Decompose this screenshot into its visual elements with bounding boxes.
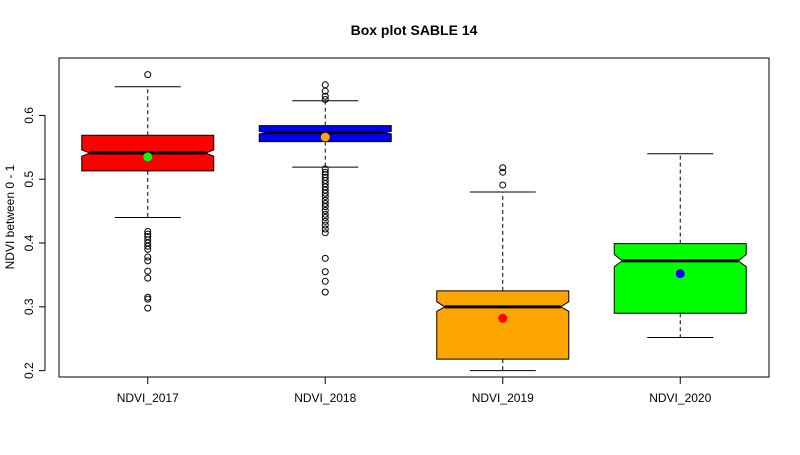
outlier-point xyxy=(321,81,329,89)
x-tick-label: NDVI_2020 xyxy=(649,391,711,405)
outlier-point xyxy=(144,304,152,312)
outlier-point xyxy=(321,168,329,176)
outlier-point xyxy=(321,268,329,276)
outlier-point xyxy=(321,199,329,207)
box-NDVI_2017: NDVI_2017 xyxy=(81,71,215,405)
chart-title: Box plot SABLE 14 xyxy=(351,22,478,38)
outlier-point xyxy=(321,203,329,211)
outlier-point xyxy=(321,206,329,214)
plot-marks: 0.2 0.3 0.4 0.5 0.6 NDVI_2017 NDVI_2018 NDVI_20… xyxy=(22,71,747,405)
outlier-point xyxy=(144,257,152,265)
x-tick-label: NDVI_2019 xyxy=(472,391,534,405)
outlier-point xyxy=(321,192,329,200)
outlier-point xyxy=(321,95,329,103)
outlier-point xyxy=(321,210,329,218)
y-tick-label: 0.5 xyxy=(22,171,36,188)
y-tick-label: 0.4 xyxy=(22,234,36,251)
outlier-point xyxy=(321,277,329,285)
outlier-point xyxy=(499,164,507,172)
outlier-point xyxy=(144,267,152,275)
outlier-point xyxy=(321,189,329,197)
outlier-point xyxy=(321,254,329,262)
outlier-point xyxy=(144,253,152,261)
outlier-point xyxy=(321,92,329,100)
box-body xyxy=(436,290,570,360)
mean-point xyxy=(320,132,330,142)
outlier-point xyxy=(321,229,329,237)
mean-point xyxy=(675,269,685,279)
x-tick-label: NDVI_2017 xyxy=(117,391,179,405)
outlier-point xyxy=(321,217,329,225)
outlier-point xyxy=(144,295,152,303)
outlier-point xyxy=(321,87,329,95)
outlier-point xyxy=(321,214,329,221)
box-NDVI_2020: NDVI_2020 xyxy=(613,153,747,405)
mean-point xyxy=(143,152,153,162)
y-axis-label: NDVI between 0 - 1 xyxy=(3,164,17,269)
mean-point xyxy=(498,313,508,323)
y-tick-label: 0.6 xyxy=(22,107,36,124)
outlier-point xyxy=(321,221,329,229)
y-tick-label: 0.3 xyxy=(22,298,36,315)
y-tick-label: 0.2 xyxy=(22,362,36,379)
outlier-point xyxy=(499,181,507,189)
box-NDVI_2018: NDVI_2018 xyxy=(258,81,392,405)
outlier-point xyxy=(321,225,329,233)
outlier-point xyxy=(321,288,329,296)
box-body xyxy=(613,243,747,314)
outlier-point xyxy=(144,245,152,253)
outlier-point xyxy=(144,293,152,301)
outlier-point xyxy=(499,168,507,176)
x-tick-label: NDVI_2018 xyxy=(294,391,356,405)
outlier-point xyxy=(144,71,152,79)
box-NDVI_2019: NDVI_2019 xyxy=(436,164,570,405)
outlier-point xyxy=(144,228,152,236)
outlier-point xyxy=(144,242,152,250)
outlier-point xyxy=(144,274,152,282)
